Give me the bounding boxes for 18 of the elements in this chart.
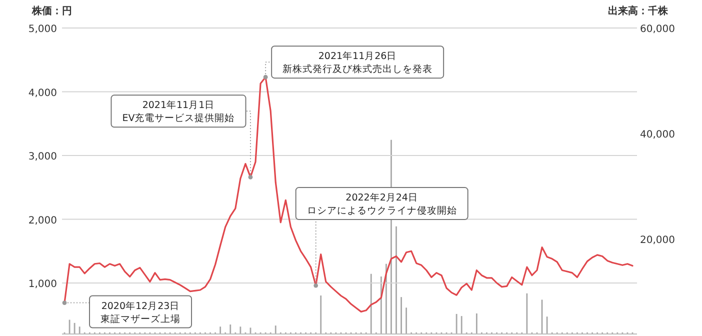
annotation: 2022年2月24日 xyxy=(346,192,418,204)
y-tick-label: 2,000 xyxy=(28,215,57,226)
y-tick-label: 4,000 xyxy=(28,88,57,99)
annotation: ロシアによるウクライナ侵攻開始 xyxy=(306,204,457,217)
y-axis-title: 株価：円 xyxy=(31,5,72,17)
y2-axis-title: 出来高：千株 xyxy=(608,5,669,17)
y2-tick-label: 20,000 xyxy=(640,235,675,246)
y2-tick-label: 40,000 xyxy=(640,130,675,141)
y2-tick-label: 60,000 xyxy=(640,24,675,35)
annotation: 2021年11月26日 xyxy=(318,50,397,62)
y-tick-label: 5,000 xyxy=(28,24,57,35)
annotation: EV充電サービス提供開始 xyxy=(122,112,235,124)
y-tick-label: 3,000 xyxy=(28,152,57,162)
annotation: 2020年12月23日 xyxy=(101,300,180,312)
annotation: 2021年11月1日 xyxy=(142,99,215,112)
y-tick-label: 1,000 xyxy=(28,279,57,290)
annotation: 東証マザーズ上場 xyxy=(100,312,181,325)
annotation: 新株式発行及び株式売出しを発表 xyxy=(282,63,433,76)
